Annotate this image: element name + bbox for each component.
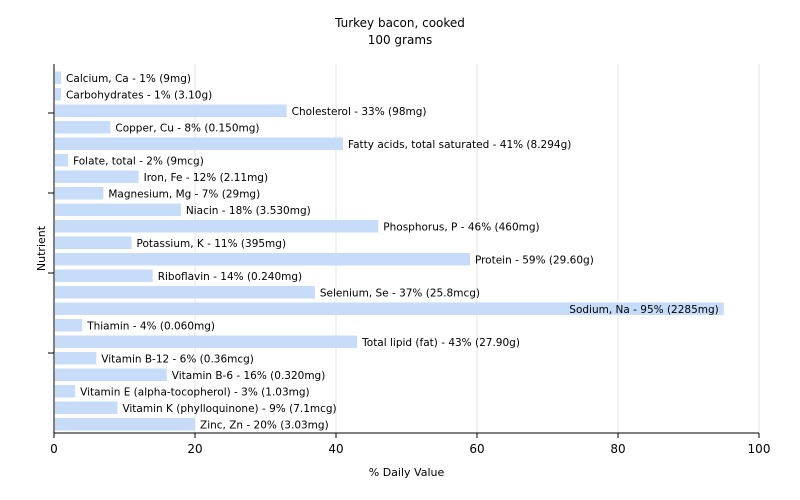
x-tick-label: 40 [328, 442, 343, 456]
gridlines [194, 64, 760, 433]
bar-label: Phosphorus, P - 46% (460mg) [383, 221, 539, 233]
bar [55, 71, 62, 84]
bar-label: Folate, total - 2% (9mcg) [73, 155, 204, 167]
bar-label: Magnesium, Mg - 7% (29mg) [108, 188, 260, 200]
bar-label: Fatty acids, total saturated - 41% (8.29… [348, 139, 571, 151]
bar [55, 88, 62, 101]
bar [55, 269, 153, 282]
x-tick-label: 0 [50, 442, 58, 456]
y-axis-label: Nutrient [35, 225, 48, 271]
chart-title: Turkey bacon, cooked [335, 16, 465, 30]
bar-label: Iron, Fe - 12% (2.11mg) [144, 172, 268, 184]
bar-label: Calcium, Ca - 1% (9mg) [66, 73, 191, 85]
bar [55, 319, 83, 332]
bar-label: Copper, Cu - 8% (0.150mg) [115, 122, 259, 134]
bar-label: Vitamin E (alpha-tocopherol) - 3% (1.03m… [80, 386, 310, 398]
bar [55, 401, 118, 414]
bar [55, 286, 315, 299]
bar [55, 302, 724, 315]
bar [55, 368, 167, 381]
bar [55, 335, 358, 348]
bar [55, 137, 344, 150]
bar-label: Riboflavin - 14% (0.240mg) [158, 271, 302, 283]
bar-label: Zinc, Zn - 20% (3.03mg) [200, 419, 329, 431]
axes: 0 20 40 60 80 100 [48, 64, 770, 456]
bar [55, 121, 111, 134]
x-tick-label: 60 [469, 442, 484, 456]
bar-label: Total lipid (fat) - 43% (27.90g) [361, 337, 520, 349]
bar-label: Sodium, Na - 95% (2285mg) [569, 304, 718, 316]
x-axis-label: % Daily Value [369, 466, 445, 479]
bar-label: Vitamin B-6 - 16% (0.320mg) [172, 370, 326, 382]
bar [55, 352, 97, 365]
chart-subtitle: 100 grams [367, 33, 433, 47]
bar-label: Potassium, K - 11% (395mg) [137, 238, 287, 250]
bar [55, 418, 195, 431]
bar-label: Protein - 59% (29.60g) [475, 254, 594, 266]
bar [55, 253, 470, 266]
plot-area [54, 64, 759, 433]
bar-label: Niacin - 18% (3.530mg) [186, 205, 311, 217]
bar [55, 170, 139, 183]
bar-label: Carbohydrates - 1% (3.10g) [66, 89, 212, 101]
bar [55, 203, 181, 216]
bar [55, 104, 287, 117]
bar [55, 220, 379, 233]
bars: Calcium, Ca - 1% (9mg) Carbohydrates - 1%… [55, 71, 724, 431]
bar-label: Thiamin - 4% (0.060mg) [86, 320, 215, 332]
bar-label: Vitamin K (phylloquinone) - 9% (7.1mcg) [122, 403, 336, 415]
bar [55, 385, 76, 398]
bar [55, 187, 104, 200]
bar [55, 154, 69, 167]
x-tick-label: 80 [610, 442, 625, 456]
x-tick-label: 100 [748, 442, 771, 456]
bar-label: Vitamin B-12 - 6% (0.36mcg) [101, 353, 254, 365]
bar [55, 236, 132, 249]
bar-label: Cholesterol - 33% (98mg) [292, 106, 427, 118]
bar-label: Selenium, Se - 37% (25.8mcg) [320, 287, 480, 299]
x-tick-label: 20 [187, 442, 202, 456]
